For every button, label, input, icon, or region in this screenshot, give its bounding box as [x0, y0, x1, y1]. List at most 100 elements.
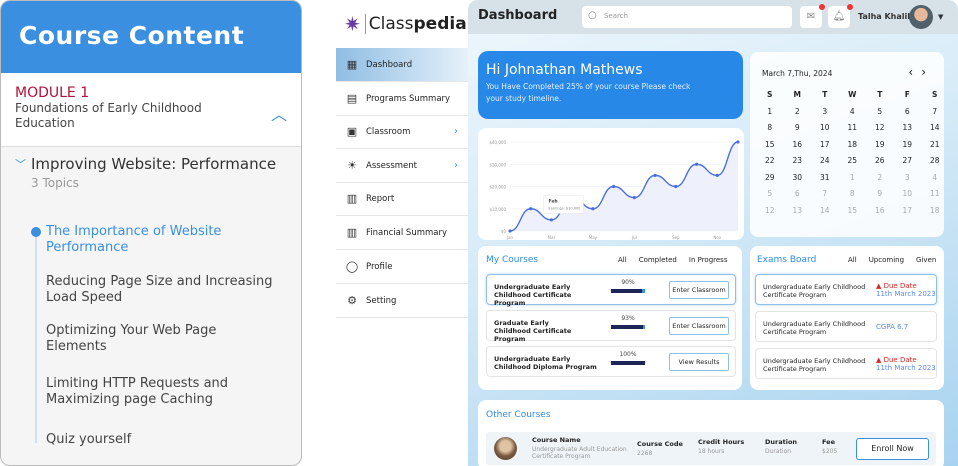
sidebar-item-financial-summary[interactable]: ▥ Financial Summary — [336, 216, 468, 250]
calendar-day[interactable]: 14 — [819, 205, 830, 215]
tab-upcoming[interactable]: Upcoming — [868, 256, 905, 264]
module-header[interactable]: MODULE 1 Foundations of Early Childhood … — [1, 73, 301, 147]
sidebar-item-profile[interactable]: ◯ Profile — [336, 250, 468, 284]
topic-item[interactable]: Optimizing Your Web Page Elements — [46, 323, 217, 354]
calendar-day[interactable]: 15 — [847, 205, 858, 215]
calendar-day[interactable]: 10 — [819, 123, 830, 132]
calendar-day[interactable]: 7 — [822, 189, 828, 198]
calendar-day[interactable]: 12 — [874, 123, 885, 132]
calendar-day[interactable]: 9 — [877, 189, 883, 198]
calendar-day[interactable]: 11 — [929, 189, 940, 198]
calendar-day[interactable]: 17 — [819, 139, 830, 149]
calendar-day[interactable]: 27 — [902, 156, 913, 165]
calendar-day[interactable]: 28 — [929, 156, 940, 165]
calendar-day[interactable]: 18 — [929, 205, 940, 215]
calendar-day[interactable]: 13 — [902, 123, 913, 132]
chevron-up-icon[interactable]: ︿ — [270, 105, 287, 124]
calendar-day[interactable]: 30 — [792, 172, 803, 182]
calendar-day[interactable]: 11 — [847, 123, 858, 132]
calendar-day[interactable]: 4 — [849, 106, 855, 116]
calendar-day[interactable]: 19 — [874, 139, 885, 149]
avatar[interactable] — [909, 5, 933, 29]
calendar-day[interactable]: 17 — [902, 205, 913, 215]
calendar-day[interactable]: 13 — [792, 205, 803, 215]
notifications-button[interactable]: 🔔︎ — [828, 4, 853, 28]
calendar-day[interactable]: 14 — [929, 123, 940, 132]
logo[interactable]: ✷ Classpedia — [344, 12, 467, 36]
sidebar-item-report[interactable]: ▥ Report — [336, 182, 468, 216]
tab-given[interactable]: Given — [916, 256, 937, 264]
calendar-day[interactable]: 2 — [877, 172, 883, 182]
exam-row[interactable]: Undergraduate Early Childhood Certificat… — [755, 274, 937, 305]
calendar-day[interactable]: 23 — [792, 156, 803, 165]
course-content-panel: Course Content MODULE 1 Foundations of E… — [0, 0, 302, 466]
data-point — [508, 229, 512, 233]
calendar-day[interactable]: 21 — [929, 139, 940, 149]
calendar-day[interactable]: 26 — [874, 156, 885, 165]
topic-item[interactable]: The Importance of Website Performance — [46, 224, 222, 255]
x-tick-label: Sep — [672, 235, 680, 240]
calendar-day[interactable]: 1 — [767, 106, 773, 116]
calendar-day[interactable]: 5 — [877, 106, 883, 116]
calendar-day[interactable]: 6 — [904, 106, 910, 116]
y-tick-label: $30,000 — [489, 162, 506, 167]
calendar-day[interactable]: 7 — [932, 106, 938, 116]
mail-icon: ✉ — [806, 11, 816, 22]
chevron-left-icon[interactable]: ‹ — [908, 65, 922, 79]
user-name[interactable]: Talha Khalil — [858, 12, 910, 21]
chevron-down-icon[interactable]: ﹀ — [15, 158, 26, 171]
calendar-day[interactable]: 16 — [874, 205, 885, 215]
calendar-day[interactable]: 8 — [849, 189, 855, 198]
sidebar-item-dashboard[interactable]: ▦ Dashboard — [336, 48, 468, 82]
calendar-day[interactable]: 25 — [847, 156, 858, 165]
tab-in-progress[interactable]: In Progress — [688, 256, 728, 264]
tab-all[interactable]: All — [618, 256, 627, 264]
enter-classroom-button[interactable]: Enter Classroom — [669, 281, 729, 299]
calendar-day[interactable]: 31 — [819, 172, 830, 182]
topic-item[interactable]: Quiz yourself — [46, 432, 132, 447]
view-results-button[interactable]: View Results — [669, 353, 729, 371]
sidebar-item-assessment[interactable]: ☀ Assessment › — [336, 149, 468, 183]
calendar-day[interactable]: 8 — [767, 123, 773, 132]
calendar-day[interactable]: 5 — [767, 189, 773, 198]
enroll-now-button[interactable]: Enroll Now — [856, 438, 929, 460]
calendar-day[interactable]: 18 — [847, 139, 858, 149]
field-label: Fee — [822, 438, 835, 446]
topic-item[interactable]: Reducing Page Size and Increasing Load S… — [46, 274, 273, 305]
course-row: Course Name Undergraduate Adult Education… — [486, 432, 936, 465]
calendar-day[interactable]: 12 — [764, 205, 775, 215]
tab-all[interactable]: All — [848, 256, 857, 264]
topic-item[interactable]: Limiting HTTP Requests and Maximizing pa… — [46, 376, 229, 407]
calendar-day[interactable]: 3 — [904, 172, 910, 182]
calendar-day[interactable]: 2 — [794, 106, 800, 116]
tab-completed[interactable]: Completed — [638, 256, 677, 264]
calendar-day[interactable]: 3 — [822, 106, 828, 116]
calendar-day[interactable]: 22 — [764, 156, 775, 165]
mail-button[interactable]: ✉ — [800, 4, 825, 28]
caret-down-icon[interactable]: ▼ — [938, 13, 944, 21]
topics-count: 3 Topics — [31, 176, 79, 190]
section[interactable]: ﹀ Improving Website: Performance 3 Topics — [1, 147, 301, 198]
calendar-day[interactable]: 19 — [902, 139, 913, 149]
calendar-day[interactable]: 10 — [902, 189, 913, 198]
calendar-day[interactable]: 15 — [764, 139, 775, 149]
calendar-day[interactable]: 16 — [792, 139, 803, 149]
calendar-day[interactable]: 24 — [819, 156, 830, 165]
calendar-day[interactable]: 9 — [794, 123, 800, 132]
sidebar-item-setting[interactable]: ⚙ Setting — [336, 284, 468, 318]
search-input[interactable]: ○ Search — [582, 6, 792, 28]
calendar-day[interactable]: 6 — [794, 189, 800, 198]
earnings-chart: $0 $10,000 $20,000 $30,000 $40,000 Jan Mar May J… — [478, 128, 744, 240]
nav-label: Profile — [366, 261, 393, 272]
calendar-day[interactable]: 1 — [849, 172, 855, 182]
sidebar-item-programs-summary[interactable]: ▤ Programs Summary — [336, 82, 468, 116]
exam-row[interactable]: Undergraduate Early Childhood Certificat… — [755, 311, 937, 342]
welcome-title: Hi Johnathan Mathews — [486, 62, 643, 78]
calendar-day[interactable]: 4 — [932, 172, 938, 182]
sidebar-item-classroom[interactable]: ▣ Classroom › — [336, 115, 468, 149]
calendar-day[interactable]: 29 — [764, 172, 775, 182]
enter-classroom-button[interactable]: Enter Classroom — [669, 317, 729, 335]
search-placeholder: Search — [604, 12, 629, 20]
chevron-right-icon[interactable]: › — [921, 65, 934, 79]
exam-row[interactable]: Undergraduate Early Childhood Certificat… — [755, 348, 937, 379]
